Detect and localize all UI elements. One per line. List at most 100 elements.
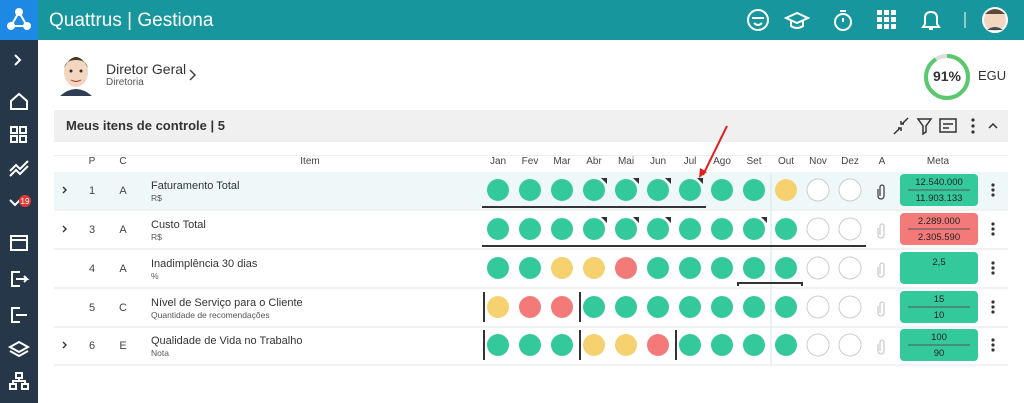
status-dot[interactable] [487, 218, 509, 240]
row-menu[interactable] [991, 343, 995, 347]
status-dot[interactable] [743, 179, 765, 201]
attach-icon[interactable] [877, 184, 885, 200]
status-dot[interactable] [615, 218, 637, 240]
status-dot[interactable] [711, 218, 733, 240]
status-dot[interactable] [711, 296, 733, 318]
status-dot[interactable] [551, 179, 573, 201]
attach-icon[interactable] [877, 301, 885, 317]
status-dot[interactable] [615, 334, 637, 356]
status-dot[interactable] [711, 257, 733, 279]
sidebar-icons[interactable]: 19 [0, 40, 38, 403]
status-dot[interactable] [775, 218, 797, 240]
top-icons[interactable] [730, 0, 1024, 40]
status-dot[interactable] [487, 257, 509, 279]
status-dot[interactable] [806, 217, 830, 241]
status-dot[interactable] [583, 257, 605, 279]
item-name[interactable]: Inadimplência 30 dias [151, 258, 258, 270]
item-name[interactable]: Nível de Serviço para o Cliente [151, 297, 303, 309]
status-dot[interactable] [647, 179, 669, 201]
status-dot[interactable] [551, 257, 573, 279]
status-dot[interactable] [775, 257, 797, 279]
status-dot[interactable] [487, 179, 509, 201]
status-dot[interactable] [711, 179, 733, 201]
status-dot[interactable] [711, 334, 733, 356]
status-dot[interactable] [806, 333, 830, 357]
status-dot[interactable] [551, 218, 573, 240]
row-menu[interactable] [991, 188, 995, 192]
status-dot[interactable] [519, 218, 541, 240]
status-dot[interactable] [615, 179, 637, 201]
row-menu[interactable] [991, 348, 995, 352]
item-name[interactable]: Qualidade de Vida no Trabalho [151, 335, 302, 347]
row-menu[interactable] [991, 193, 995, 197]
meta-actual: 2.305.590 [918, 232, 960, 243]
profile-chevron[interactable] [188, 68, 198, 82]
meta-target: 15 [934, 294, 945, 305]
row-menu[interactable] [991, 232, 995, 236]
status-dot[interactable] [679, 218, 701, 240]
status-dot[interactable] [679, 334, 701, 356]
status-dot[interactable] [806, 256, 830, 280]
status-dot[interactable] [583, 218, 605, 240]
attach-icon[interactable] [877, 262, 885, 278]
expand-toggle[interactable] [62, 225, 67, 233]
status-dot[interactable] [838, 295, 862, 319]
status-dot[interactable] [806, 295, 830, 319]
status-dot[interactable] [647, 296, 669, 318]
panel-tools[interactable] [890, 114, 1008, 138]
status-dot[interactable] [838, 256, 862, 280]
score: 91% [932, 68, 962, 84]
status-dot[interactable] [487, 296, 509, 318]
corner-mark [665, 178, 671, 184]
month-header: Fev [522, 156, 539, 167]
status-dot[interactable] [583, 296, 605, 318]
row-menu[interactable] [991, 227, 995, 231]
status-dot[interactable] [838, 333, 862, 357]
status-dot[interactable] [679, 179, 701, 201]
attach-icon[interactable] [877, 339, 885, 355]
row-menu[interactable] [991, 222, 995, 226]
row-menu[interactable] [991, 305, 995, 309]
status-dot[interactable] [551, 334, 573, 356]
status-dot[interactable] [583, 334, 605, 356]
status-dot[interactable] [743, 218, 765, 240]
status-dot[interactable] [519, 296, 541, 318]
row-menu[interactable] [991, 310, 995, 314]
expand-toggle[interactable] [62, 341, 67, 349]
expand-toggle[interactable] [62, 186, 67, 194]
status-dot[interactable] [519, 257, 541, 279]
status-dot[interactable] [519, 179, 541, 201]
item-name[interactable]: Faturamento Total [151, 180, 239, 192]
logo[interactable] [0, 0, 38, 40]
status-dot[interactable] [679, 296, 701, 318]
row-menu[interactable] [991, 183, 995, 187]
status-dot[interactable] [487, 334, 509, 356]
row-menu[interactable] [991, 300, 995, 304]
status-dot[interactable] [743, 257, 765, 279]
class: A [119, 185, 127, 197]
month-header: Dez [841, 156, 859, 167]
status-dot[interactable] [615, 296, 637, 318]
status-dot[interactable] [551, 296, 573, 318]
status-dot[interactable] [806, 178, 830, 202]
status-dot[interactable] [838, 217, 862, 241]
status-dot[interactable] [519, 334, 541, 356]
status-dot[interactable] [583, 179, 605, 201]
status-dot[interactable] [679, 257, 701, 279]
status-dot[interactable] [615, 257, 637, 279]
status-dot[interactable] [775, 334, 797, 356]
status-dot[interactable] [775, 296, 797, 318]
status-dot[interactable] [775, 179, 797, 201]
row-menu[interactable] [991, 266, 995, 270]
status-dot[interactable] [743, 296, 765, 318]
item-name[interactable]: Custo Total [151, 219, 206, 231]
status-dot[interactable] [647, 257, 669, 279]
row-menu[interactable] [991, 261, 995, 265]
status-dot[interactable] [647, 334, 669, 356]
row-menu[interactable] [991, 271, 995, 275]
status-dot[interactable] [838, 178, 862, 202]
attach-icon[interactable] [877, 223, 885, 239]
status-dot[interactable] [743, 334, 765, 356]
status-dot[interactable] [647, 218, 669, 240]
row-menu[interactable] [991, 338, 995, 342]
